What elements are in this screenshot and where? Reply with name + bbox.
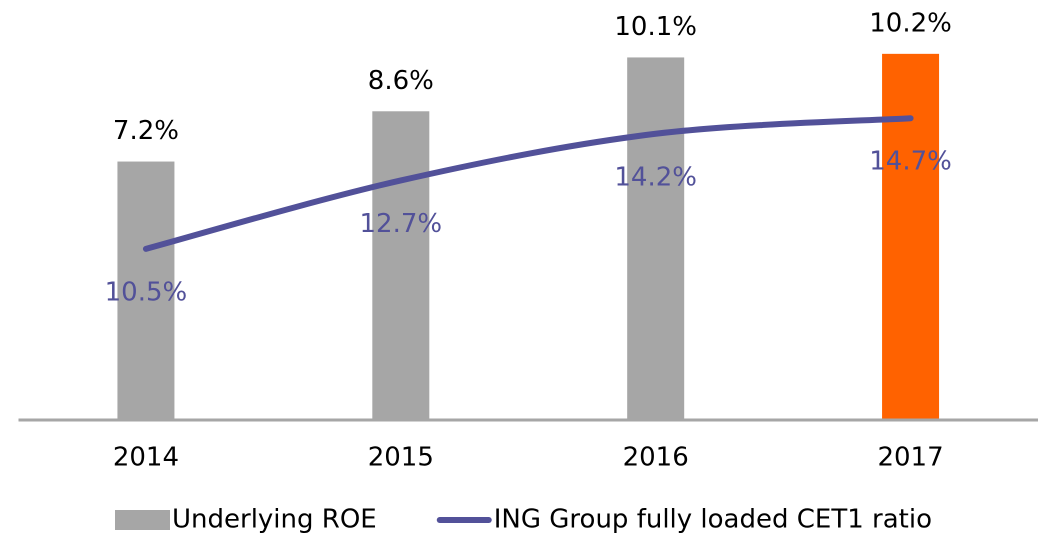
bar-value-label: 10.1% [614, 12, 697, 42]
x-tick-label: 2017 [877, 443, 943, 473]
legend-label: ING Group fully loaded CET1 ratio [494, 505, 932, 535]
bar-value-label: 8.6% [368, 66, 434, 96]
bar [372, 111, 430, 421]
bar-value-label: 10.2% [869, 8, 952, 38]
line-value-label: 10.5% [105, 277, 188, 307]
line-value-label: 12.7% [360, 209, 443, 239]
legend-swatch [115, 510, 170, 530]
x-tick-label: 2016 [623, 443, 689, 473]
x-tick-label: 2015 [368, 443, 434, 473]
legend-label: Underlying ROE [172, 505, 377, 535]
line-value-label: 14.2% [614, 162, 697, 192]
line [142, 115, 914, 252]
bar [117, 161, 175, 421]
bar [627, 57, 685, 420]
line-value-label: 14.7% [869, 147, 952, 177]
bar [882, 53, 940, 420]
bar-value-label: 7.2% [113, 116, 179, 146]
x-tick-label: 2014 [113, 443, 179, 473]
